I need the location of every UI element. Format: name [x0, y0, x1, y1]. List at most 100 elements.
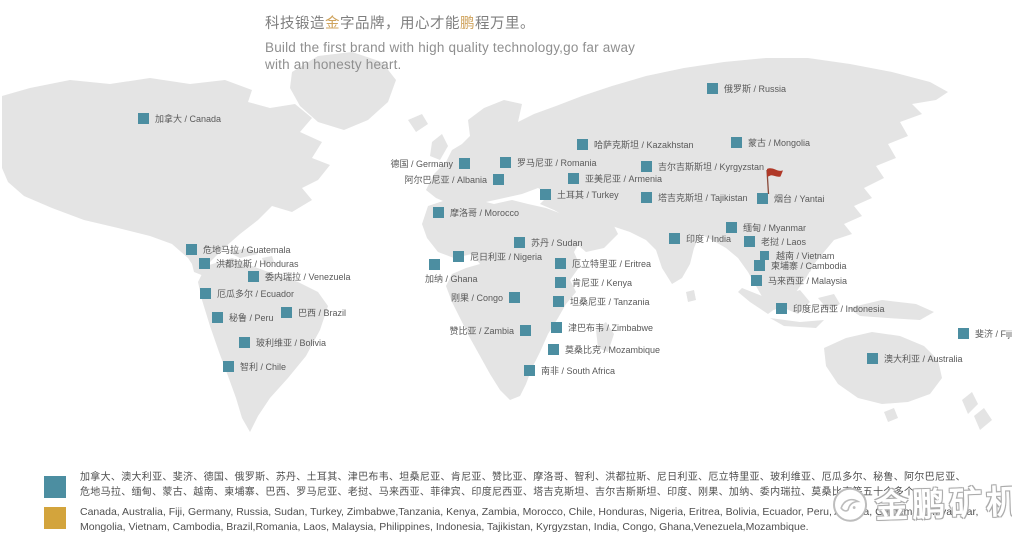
map-marker-vietnam: 越南 / Vietnam — [759, 250, 834, 261]
map-marker-russia: 俄罗斯 / Russia — [707, 83, 786, 94]
marker-label: 肯尼亚 / Kenya — [572, 278, 633, 288]
map-marker-kyrgyzstan: 吉尔吉斯斯坦 / Kyrgyzstan — [641, 161, 764, 172]
title-chinese: 科技锻造金字品牌，用心才能鹏程万里。 — [265, 12, 635, 33]
map-marker-australia: 澳大利亚 / Australia — [867, 353, 963, 364]
map-marker-chile: 智利 / Chile — [223, 361, 286, 372]
marker-label: 刚果 / Congo — [450, 293, 503, 303]
marker-square-icon — [239, 337, 250, 348]
marker-label: 智利 / Chile — [240, 362, 287, 372]
marker-square-icon — [509, 292, 520, 303]
marker-square-icon — [641, 192, 652, 203]
marker-label: 蒙古 / Mongolia — [748, 138, 811, 148]
marker-square-icon — [555, 258, 566, 269]
marker-square-icon — [760, 251, 769, 260]
marker-square-icon — [212, 312, 223, 323]
map-marker-sudan: 苏丹 / Sudan — [514, 237, 583, 248]
marker-label: 加纳 / Ghana — [425, 274, 478, 284]
marker-label: 印度尼西亚 / Indonesia — [793, 304, 885, 314]
title-english-line1: Build the first brand with high quality … — [265, 40, 636, 55]
marker-label: 烟台 / Yantai — [774, 194, 825, 204]
marker-label: 津巴布韦 / Zimbabwe — [568, 323, 654, 333]
marker-label: 越南 / Vietnam — [776, 251, 835, 261]
map-marker-fiji: 斐济 / Fiji — [958, 328, 1012, 339]
map-marker-albania: 阿尔巴尼亚 / Albania — [404, 174, 504, 185]
map-marker-indonesia: 印度尼西亚 / Indonesia — [776, 303, 885, 314]
marker-square-icon — [731, 137, 742, 148]
map-marker-turkey: 土耳其 / Turkey — [540, 189, 619, 200]
legend-chinese-line2: 危地马拉、缅甸、蒙古、越南、柬埔寨、巴西、罗马尼亚、老挝、马来西亚、菲律宾、印度… — [80, 487, 915, 498]
marker-square-icon — [754, 260, 765, 271]
island-new-guinea — [848, 300, 934, 320]
map-marker-cambodia: 柬埔寨 / Cambodia — [754, 260, 847, 271]
island-sri-lanka — [686, 290, 696, 302]
map-marker-bolivia: 玻利维亚 / Bolivia — [239, 337, 326, 348]
marker-label: 柬埔寨 / Cambodia — [771, 261, 847, 271]
continent-north-america — [2, 78, 330, 270]
legend-chinese: 加拿大、澳大利亚、斐济、德国、俄罗斯、苏丹、土耳其、津巴布韦、坦桑尼亚、肯尼亚、… — [80, 470, 966, 500]
marker-label: 罗马尼亚 / Romania — [517, 158, 597, 168]
continent-eurasia — [426, 58, 948, 310]
island-new-zealand-north — [962, 392, 978, 414]
marker-square-icon — [726, 222, 737, 233]
marker-label: 印度 / India — [686, 234, 732, 244]
marker-label: 尼日利亚 / Nigeria — [470, 252, 543, 262]
headquarters-flag-icon — [761, 166, 787, 201]
map-marker-ecuador: 厄瓜多尔 / Ecuador — [200, 288, 294, 299]
marker-square-icon — [459, 158, 470, 169]
marker-label: 赞比亚 / Zambia — [449, 326, 514, 336]
marker-square-icon — [520, 325, 531, 336]
marker-square-icon — [281, 307, 292, 318]
map-marker-laos: 老挝 / Laos — [744, 236, 806, 247]
island-tasmania — [884, 408, 898, 422]
title-cn-gold2: 鹏 — [460, 16, 475, 32]
map-marker-eritrea: 厄立特里亚 / Eritrea — [555, 258, 651, 269]
marker-label: 危地马拉 / Guatemala — [203, 245, 291, 255]
marker-label: 德国 / Germany — [390, 159, 453, 169]
marker-label: 洪都拉斯 / Honduras — [216, 259, 299, 269]
marker-square-icon — [524, 365, 535, 376]
marker-label: 玻利维亚 / Bolivia — [256, 338, 327, 348]
marker-square-icon — [548, 344, 559, 355]
marker-label: 俄罗斯 / Russia — [724, 84, 787, 94]
continent-south-america — [198, 258, 328, 432]
map-marker-zimbabwe: 津巴布韦 / Zimbabwe — [551, 322, 653, 333]
map-marker-myanmar: 缅甸 / Myanmar — [726, 222, 806, 233]
island-madagascar — [596, 322, 614, 352]
legend-english: Canada, Australia, Fiji, Germany, Russia… — [80, 505, 978, 535]
marker-label: 阿尔巴尼亚 / Albania — [404, 175, 487, 185]
marker-label: 摩洛哥 / Morocco — [450, 208, 520, 218]
logo-text: 金鹏矿机 — [874, 482, 1012, 525]
legend-english-line1: Canada, Australia, Fiji, Germany, Russia… — [80, 506, 979, 518]
marker-label: 马来西亚 / Malaysia — [768, 276, 848, 286]
map-marker-congo: 刚果 / Congo — [451, 292, 520, 303]
map-marker-ghana: 加纳 / Ghana — [425, 259, 478, 284]
marker-square-icon — [551, 322, 562, 333]
island-cuba — [228, 248, 258, 258]
map-marker-canada: 加拿大 / Canada — [138, 113, 221, 124]
map-marker-guatemala: 危地马拉 / Guatemala — [186, 244, 291, 255]
company-logo: 金鹏矿机 — [832, 475, 1012, 530]
marker-square-icon — [540, 189, 551, 200]
island-united-kingdom — [430, 134, 448, 160]
marker-label: 巴西 / Brazil — [298, 308, 347, 318]
marker-square-icon — [429, 259, 440, 270]
marker-square-icon — [641, 161, 652, 172]
marker-square-icon — [958, 328, 969, 339]
marker-square-icon — [553, 296, 564, 307]
marker-label: 缅甸 / Myanmar — [743, 223, 807, 233]
marker-square-icon — [577, 139, 588, 150]
marker-square-icon — [757, 193, 768, 204]
marker-square-icon — [223, 361, 234, 372]
title-english: Build the first brand with high quality … — [265, 39, 635, 73]
island-hispaniola — [262, 256, 274, 264]
marker-label: 亚美尼亚 / Armenia — [585, 174, 663, 184]
marker-label: 莫桑比克 / Mozambique — [565, 345, 661, 355]
title-cn-part1: 科技锻造 — [265, 16, 325, 32]
island-japan — [846, 172, 864, 198]
map-marker-south-africa: 南非 / South Africa — [524, 365, 615, 376]
map-marker-nigeria: 尼日利亚 / Nigeria — [453, 251, 542, 262]
map-marker-zambia: 赞比亚 / Zambia — [449, 325, 531, 336]
marker-label: 哈萨克斯坦 / Kazakhstan — [594, 140, 694, 150]
title-cn-part2: 字品牌，用心才能 — [340, 16, 460, 32]
